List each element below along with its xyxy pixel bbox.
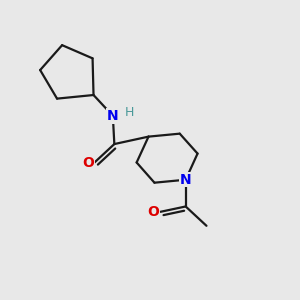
Text: O: O — [82, 156, 94, 170]
Text: N: N — [107, 109, 119, 123]
Text: N: N — [180, 173, 191, 187]
Text: H: H — [124, 106, 134, 119]
Text: O: O — [147, 205, 159, 219]
